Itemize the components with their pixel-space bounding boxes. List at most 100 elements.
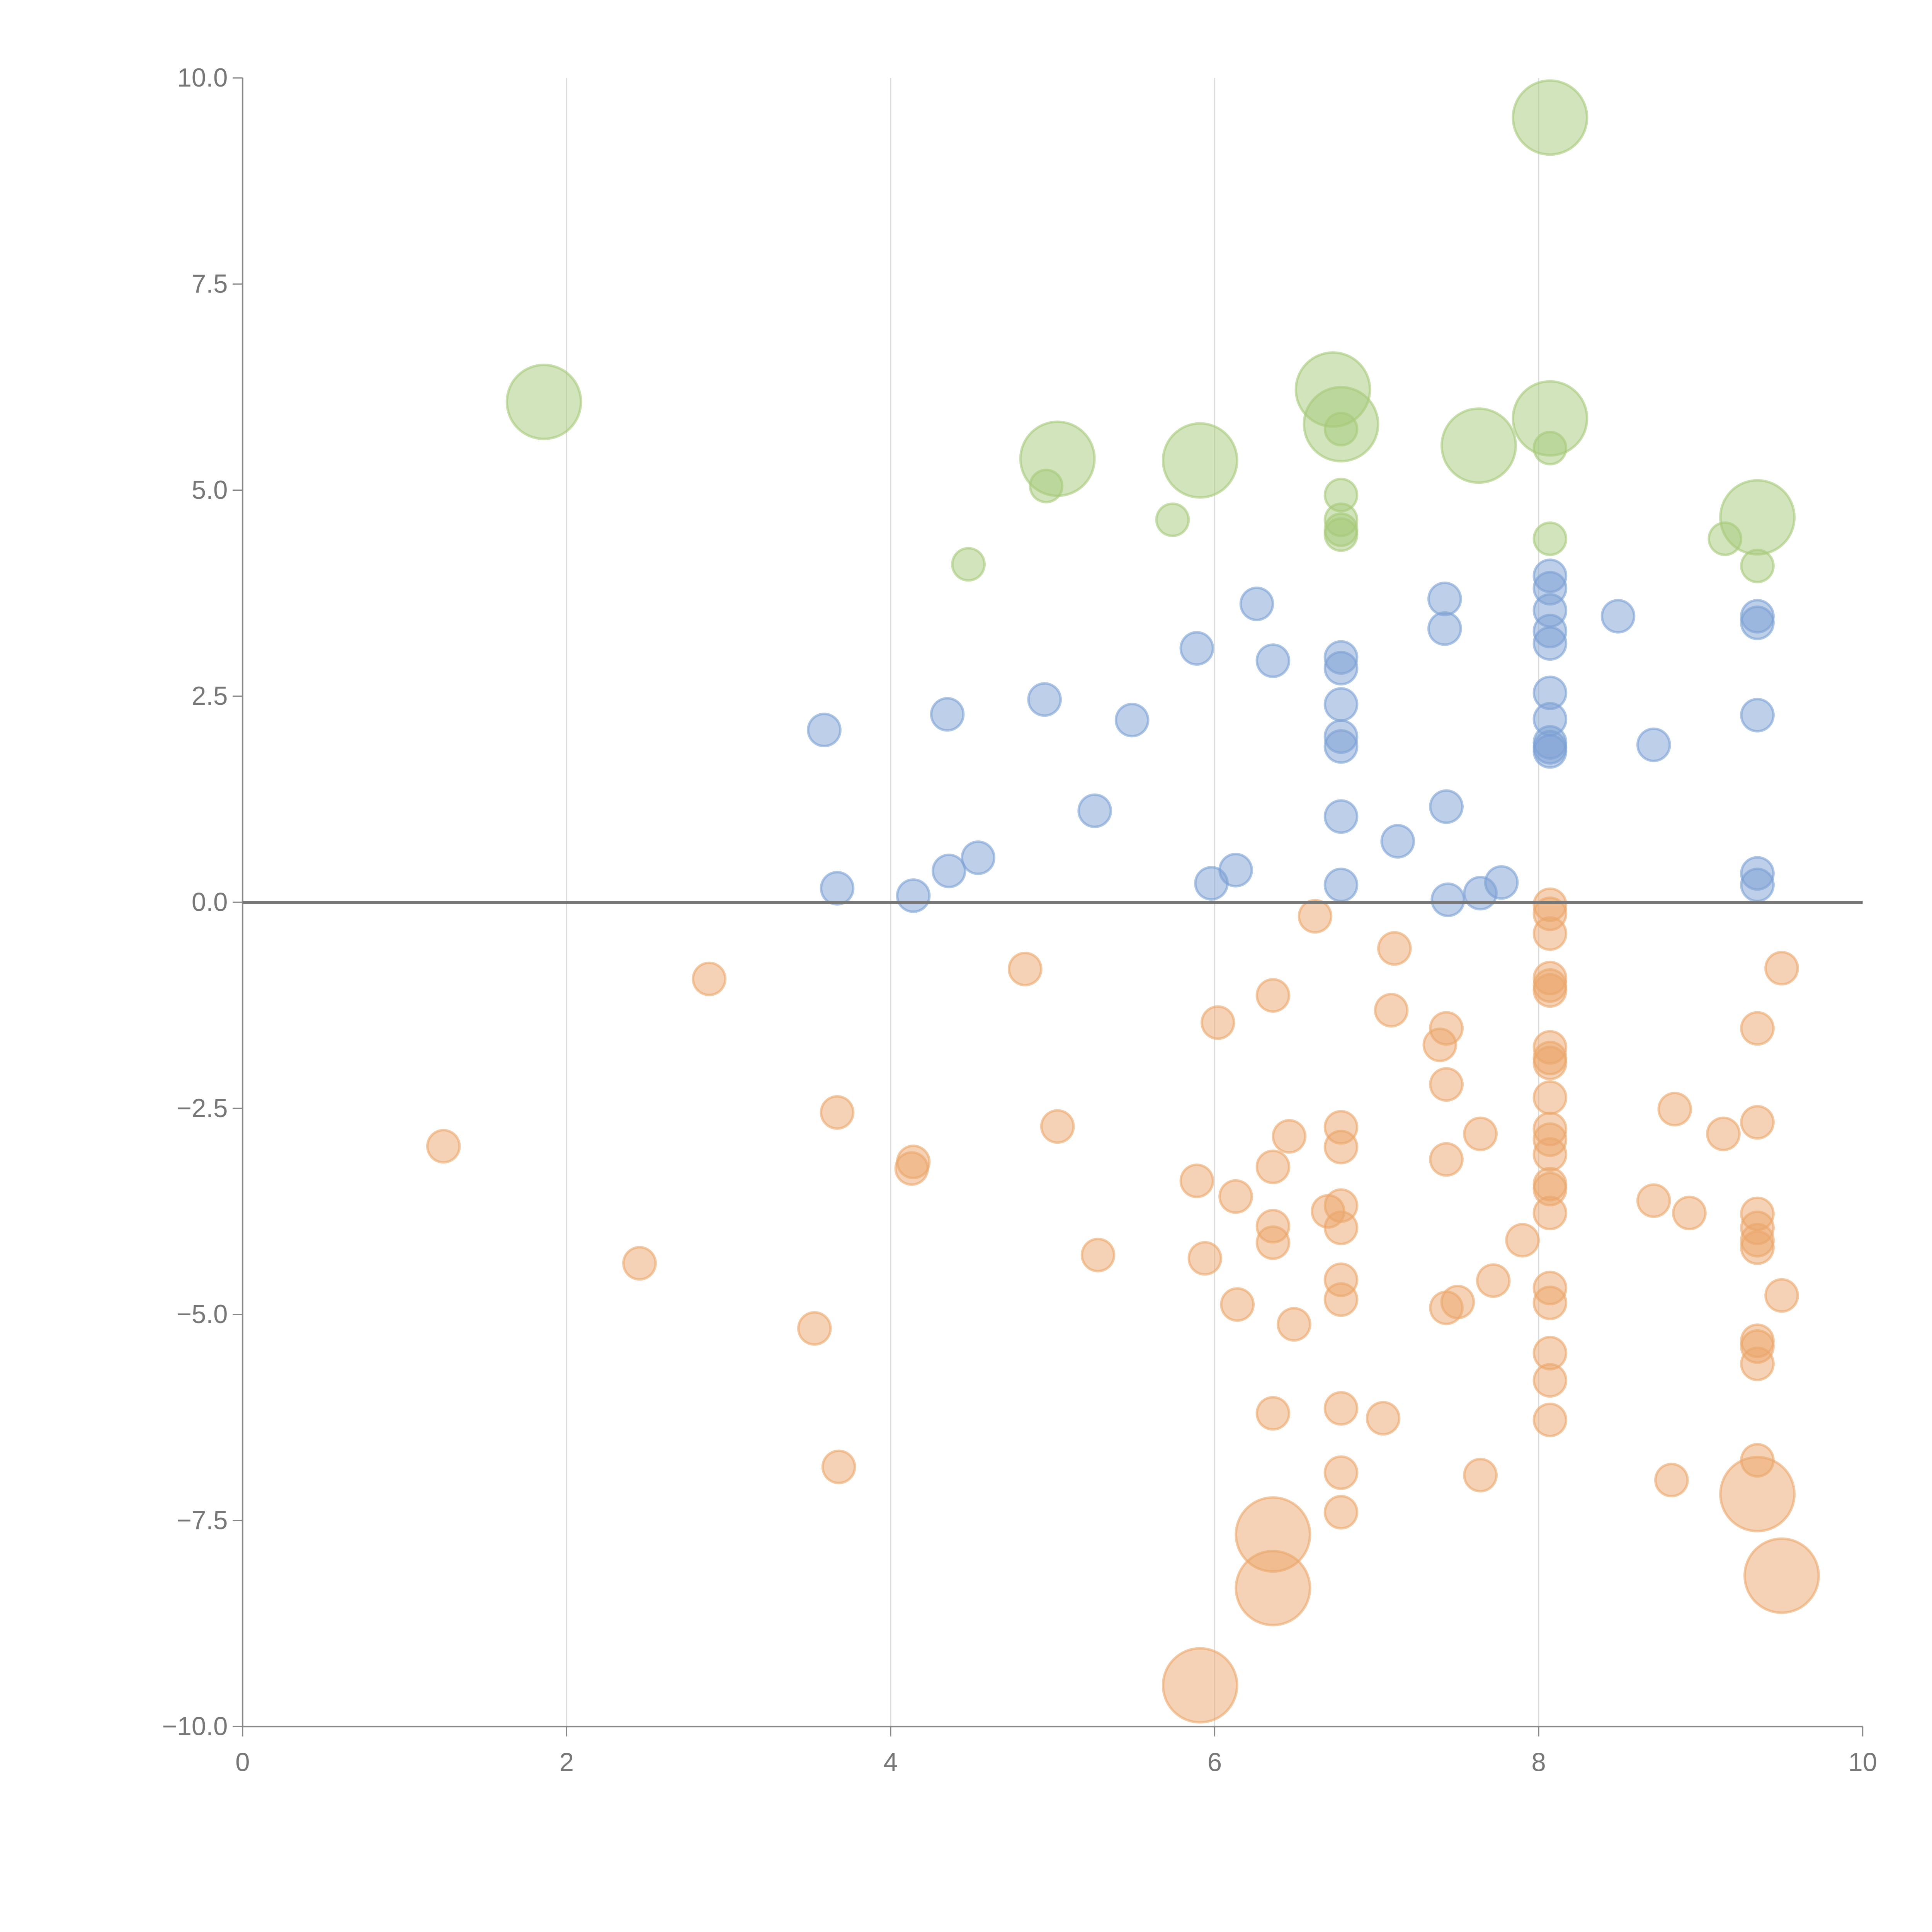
data-point-series-3 bbox=[1706, 1116, 1741, 1151]
data-point-series-2 bbox=[1255, 643, 1291, 678]
y-tick-label: −10.0 bbox=[162, 1712, 228, 1741]
data-point-series-2 bbox=[1532, 626, 1568, 661]
data-point-series-3 bbox=[896, 1145, 931, 1179]
y-tick-label: 0.0 bbox=[192, 888, 228, 917]
data-point-series-1 bbox=[951, 547, 986, 582]
data-point-series-3 bbox=[1255, 1225, 1291, 1260]
data-point-series-3 bbox=[1323, 1129, 1359, 1165]
x-tick-label: 4 bbox=[883, 1748, 898, 1777]
y-tick-label: 7.5 bbox=[192, 270, 228, 299]
data-point-series-2 bbox=[1427, 582, 1462, 616]
data-point-series-3 bbox=[1532, 973, 1568, 1008]
data-point-series-3 bbox=[1374, 993, 1409, 1028]
data-point-series-2 bbox=[1179, 631, 1214, 666]
data-point-series-3 bbox=[1179, 1163, 1214, 1198]
data-point-series-3 bbox=[1429, 1011, 1464, 1046]
data-point-series-3 bbox=[1429, 1142, 1464, 1177]
data-point-series-2 bbox=[1380, 824, 1415, 859]
y-tick-label: −2.5 bbox=[177, 1094, 228, 1123]
data-point-series-2 bbox=[1114, 702, 1150, 738]
data-point-series-3 bbox=[1463, 1116, 1498, 1151]
data-point-series-3 bbox=[426, 1129, 461, 1164]
data-point-series-2 bbox=[1600, 599, 1636, 634]
data-point-series-3 bbox=[1220, 1287, 1255, 1322]
data-point-series-3 bbox=[1764, 951, 1799, 986]
x-tick-label: 0 bbox=[235, 1748, 250, 1777]
y-tick-label: 5.0 bbox=[192, 476, 228, 505]
data-point-series-3 bbox=[1654, 1463, 1689, 1498]
data-point-series-2 bbox=[930, 697, 965, 732]
x-tick-label: 10 bbox=[1848, 1748, 1877, 1777]
data-point-series-3 bbox=[1532, 1285, 1568, 1320]
data-point-series-3 bbox=[1080, 1238, 1116, 1272]
data-point-series-1 bbox=[1323, 517, 1359, 552]
data-point-series-3 bbox=[1255, 1149, 1291, 1184]
data-point-series-3 bbox=[820, 1095, 855, 1130]
data-point-series-2 bbox=[932, 854, 966, 888]
y-tick-label: −7.5 bbox=[177, 1506, 228, 1535]
data-point-series-2 bbox=[1484, 865, 1519, 900]
data-point-series-3 bbox=[1740, 1011, 1775, 1046]
data-point-series-3 bbox=[1636, 1183, 1671, 1218]
data-point-series-3 bbox=[1008, 951, 1043, 986]
data-point-series-3 bbox=[1657, 1092, 1692, 1127]
data-point-series-2 bbox=[1323, 651, 1359, 686]
data-point-series-3 bbox=[622, 1246, 657, 1281]
data-point-series-3 bbox=[1255, 978, 1291, 1013]
data-point-series-3 bbox=[1532, 1080, 1568, 1115]
y-tick-label: 2.5 bbox=[192, 682, 228, 711]
data-point-series-3 bbox=[1672, 1196, 1707, 1231]
data-point-series-2 bbox=[1323, 799, 1359, 834]
data-point-series-3 bbox=[1505, 1223, 1540, 1258]
data-point-series-1 bbox=[1440, 407, 1517, 484]
data-point-series-2 bbox=[1077, 793, 1112, 828]
data-point-series-3 bbox=[1323, 1391, 1359, 1426]
x-tick-label: 8 bbox=[1531, 1748, 1546, 1777]
data-point-series-3 bbox=[1719, 1456, 1796, 1532]
data-point-series-2 bbox=[896, 878, 931, 913]
data-point-series-2 bbox=[1218, 853, 1253, 888]
data-point-series-1 bbox=[505, 364, 582, 440]
data-point-series-2 bbox=[807, 713, 842, 748]
data-point-series-1 bbox=[1740, 548, 1775, 583]
data-point-series-3 bbox=[1476, 1263, 1511, 1298]
data-point-series-1 bbox=[1532, 430, 1568, 466]
data-point-series-3 bbox=[1323, 1282, 1359, 1317]
data-point-series-3 bbox=[1764, 1278, 1799, 1313]
data-point-series-3 bbox=[1532, 1363, 1568, 1398]
data-point-series-1 bbox=[1323, 412, 1359, 447]
data-point-series-3 bbox=[1201, 1005, 1235, 1040]
data-point-series-3 bbox=[1218, 1179, 1253, 1214]
data-point-series-2 bbox=[961, 840, 996, 875]
data-point-series-2 bbox=[820, 871, 855, 906]
data-point-series-3 bbox=[1277, 1307, 1311, 1342]
data-point-series-1 bbox=[1512, 79, 1588, 156]
points-layer bbox=[426, 79, 1820, 1724]
data-point-series-3 bbox=[1743, 1537, 1820, 1614]
data-point-series-3 bbox=[1366, 1401, 1401, 1436]
data-point-series-2 bbox=[1239, 586, 1274, 621]
data-point-series-2 bbox=[1636, 727, 1671, 762]
data-point-series-2 bbox=[1323, 729, 1359, 764]
data-point-series-3 bbox=[1187, 1241, 1223, 1276]
data-point-series-2 bbox=[1740, 697, 1775, 733]
data-point-series-3 bbox=[1040, 1109, 1075, 1144]
data-point-series-2 bbox=[1027, 682, 1062, 717]
data-point-series-2 bbox=[1427, 611, 1462, 646]
y-tick-label: 10.0 bbox=[177, 63, 228, 92]
data-point-series-2 bbox=[1323, 687, 1359, 722]
data-point-series-3 bbox=[1463, 1458, 1498, 1493]
data-point-series-1 bbox=[1029, 468, 1064, 503]
data-point-series-1 bbox=[1532, 521, 1568, 556]
data-point-series-3 bbox=[821, 1449, 856, 1485]
data-point-series-3 bbox=[1740, 1230, 1775, 1265]
data-point-series-3 bbox=[1429, 1067, 1464, 1102]
x-tick-label: 2 bbox=[560, 1748, 574, 1777]
data-point-series-3 bbox=[1255, 1396, 1291, 1431]
data-point-series-2 bbox=[1323, 867, 1359, 903]
data-point-series-3 bbox=[1532, 1046, 1568, 1080]
data-point-series-3 bbox=[1272, 1119, 1307, 1154]
data-point-series-2 bbox=[1429, 789, 1464, 824]
y-tick-label: −5.0 bbox=[177, 1300, 228, 1329]
